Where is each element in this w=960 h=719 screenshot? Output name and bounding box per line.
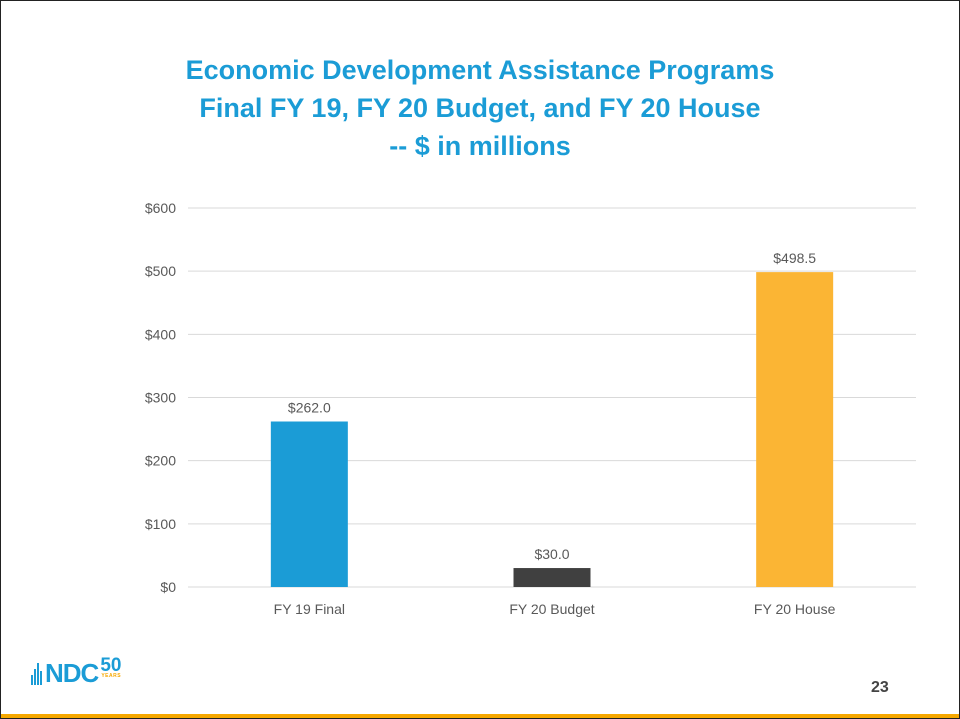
data-label: $262.0: [288, 400, 331, 416]
bar-1: [270, 421, 348, 587]
page-number: 23: [871, 679, 889, 696]
logo-fifty: 50 YEARS: [100, 655, 122, 679]
x-tick-label: FY 20 Budget: [509, 601, 594, 617]
building-icon: [31, 663, 43, 685]
data-label: $498.5: [773, 250, 816, 266]
bar-3: [756, 272, 834, 587]
chart-title: Economic Development Assistance Programs…: [1, 51, 959, 165]
title-line-1: Economic Development Assistance Programs: [185, 55, 775, 85]
ndc-logo: NDC 50 YEARS: [31, 655, 122, 688]
y-tick-label: $0: [160, 579, 176, 595]
logo-tagline: YEARS: [101, 673, 122, 679]
y-tick-label: $600: [145, 200, 176, 216]
title-line-3: -- $ in millions: [389, 131, 571, 161]
bar-2: [513, 568, 591, 587]
logo-number: 50: [100, 655, 122, 676]
y-tick-label: $200: [145, 453, 176, 469]
title-line-2: Final FY 19, FY 20 Budget, and FY 20 Hou…: [199, 93, 761, 123]
y-tick-label: $400: [145, 326, 176, 342]
y-tick-label: $100: [145, 516, 176, 532]
data-label: $30.0: [534, 546, 569, 562]
x-tick-label: FY 19 Final: [274, 601, 345, 617]
y-tick-label: $500: [145, 263, 176, 279]
y-tick-label: $300: [145, 390, 176, 406]
x-tick-label: FY 20 House: [754, 601, 836, 617]
logo-letters: NDC: [45, 658, 99, 688]
bottom-accent-bar: [1, 714, 959, 718]
